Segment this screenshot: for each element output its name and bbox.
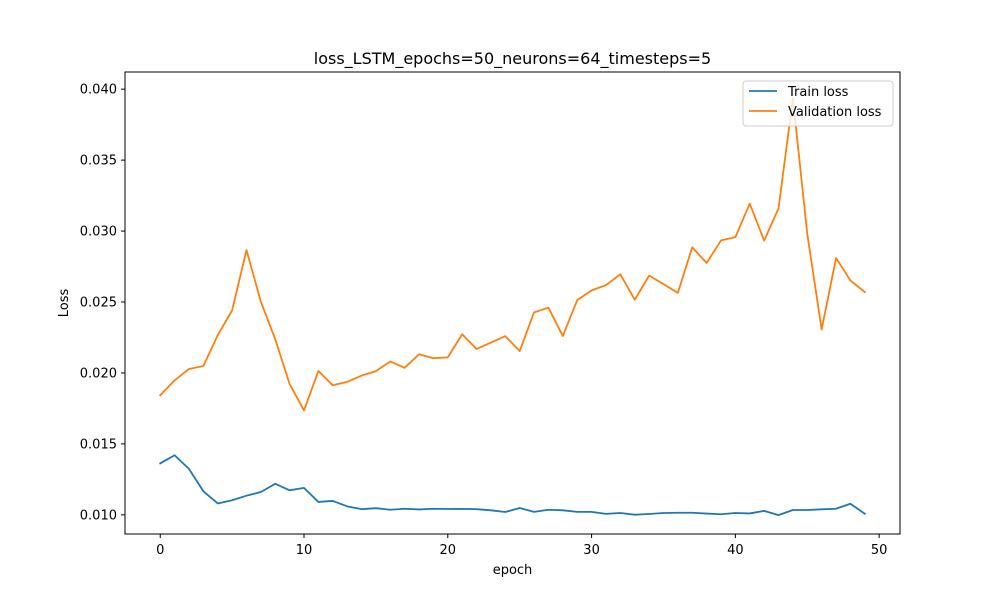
x-tick-label: 0 [156, 543, 164, 558]
series-layer [158, 97, 867, 517]
axes-layer: 0 10 20 30 40 50 0.010 0.015 0.020 0.025 0.030 0.03… [80, 71, 901, 558]
legend: Train loss Validation loss [742, 80, 894, 127]
y-tick-label: 0.035 [80, 154, 117, 169]
y-tick-label: 0.040 [80, 83, 117, 98]
y-tick-label: 0.025 [80, 296, 117, 311]
y-tick-label: 0.010 [80, 508, 117, 523]
axes-frame [124, 71, 901, 535]
legend-label-validation-loss: Validation loss [788, 105, 882, 120]
chart-title: loss_LSTM_epochs=50_neurons=64_timesteps… [314, 49, 711, 69]
y-tick-label: 0.015 [80, 437, 117, 452]
y-tick-label: 0.030 [80, 225, 117, 240]
x-tick-label: 40 [727, 543, 744, 558]
x-axis-label: epoch [493, 563, 533, 578]
y-tick-label: 0.020 [80, 366, 117, 381]
legend-box [742, 80, 894, 127]
series-line-validation-loss [158, 97, 867, 412]
plot-area [125, 72, 900, 534]
x-tick-label: 50 [871, 543, 888, 558]
series-line-train-loss [159, 454, 867, 517]
x-tick-label: 10 [296, 543, 313, 558]
x-tick-label: 20 [440, 543, 457, 558]
y-axis-label: Loss [57, 289, 72, 318]
legend-label-train-loss: Train loss [787, 85, 849, 100]
x-tick-label: 30 [583, 543, 600, 558]
